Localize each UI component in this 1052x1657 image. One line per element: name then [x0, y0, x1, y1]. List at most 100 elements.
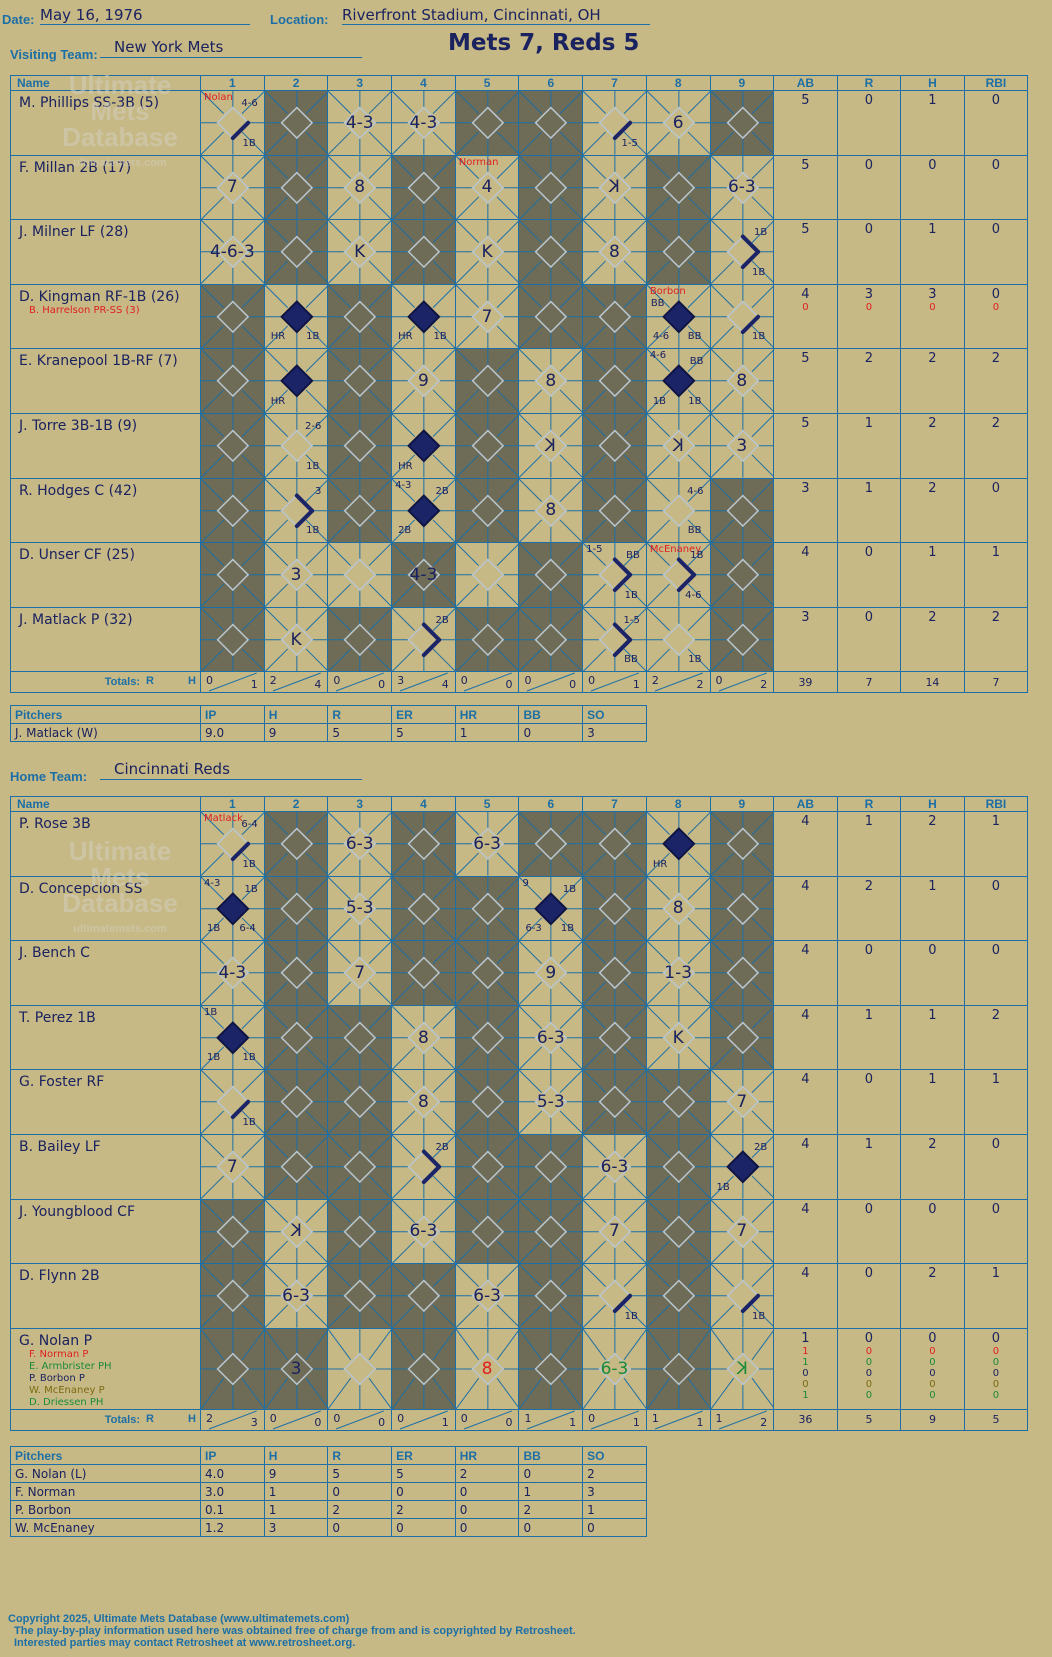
- stat-value: 0: [929, 1345, 936, 1357]
- inning-hits: 2: [760, 678, 768, 692]
- batter-stat: 0: [900, 154, 965, 221]
- at-bat-cell: [709, 875, 775, 942]
- diamond-icon: [392, 608, 455, 671]
- batter-name-cell: J. Milner LF (28): [10, 219, 201, 285]
- at-bat-note: 1B: [306, 460, 320, 472]
- inning-runs: 0: [588, 1411, 596, 1425]
- at-bat-cell: [454, 90, 520, 156]
- diamond-icon: [519, 349, 582, 413]
- at-bat-note: 1B: [207, 923, 221, 935]
- diamond-icon: [710, 1135, 773, 1199]
- inning-runs: 0: [397, 1411, 405, 1425]
- stat-value: 4: [801, 878, 810, 894]
- at-bat-cell: [327, 606, 393, 673]
- at-bat-cell: 1-5 BB 1B: [582, 542, 647, 608]
- at-bat-result: 8: [481, 1358, 493, 1379]
- diamond-icon: [456, 812, 518, 876]
- diamond-icon: [392, 1329, 455, 1409]
- pitcher-row: W. McEnaney 1.2 3 0 0 0 0 0: [10, 1518, 647, 1537]
- at-bat-note: 4-3: [395, 479, 412, 491]
- total-divider: [336, 1410, 385, 1430]
- at-bat-cell: HR 1B: [391, 283, 456, 350]
- name-column-header: Name: [10, 75, 201, 91]
- inning-hits: 0: [569, 678, 577, 692]
- at-bat-result: 8: [545, 500, 557, 521]
- batter-stat: 1: [963, 542, 1029, 608]
- at-bat-note: HR: [270, 395, 286, 407]
- at-bat-note: 1B: [753, 227, 768, 239]
- at-bat-cell: [263, 875, 329, 942]
- batter-name-cell: R. Hodges C (42): [10, 477, 201, 544]
- diamond-icon: [647, 941, 710, 1005]
- pitcher-name: G. Nolan (L): [10, 1464, 201, 1483]
- at-bat-result: 8: [672, 898, 684, 919]
- pitcher-stat: 5: [327, 723, 393, 742]
- diamond-icon: [456, 479, 518, 542]
- batter-name: M. Phillips SS-3B (5): [19, 95, 160, 111]
- at-bat-cell: [263, 1004, 329, 1071]
- diamond-icon: [456, 156, 518, 219]
- at-bat-cell: 2B: [391, 1133, 456, 1200]
- total-stat: 7: [963, 671, 1029, 694]
- visiting-team-name: New York Mets: [100, 38, 362, 58]
- at-bat-result: K: [481, 241, 493, 262]
- batter-stat: 2: [900, 412, 965, 479]
- location-label: Location:: [270, 12, 329, 27]
- name-column-header: Name: [10, 796, 201, 812]
- diamond-icon: [201, 91, 264, 155]
- at-bat-note: 1B: [306, 331, 320, 343]
- inning-runs: 3: [397, 674, 405, 688]
- diamond-icon: [328, 1006, 391, 1069]
- at-bat-result: 6-3: [727, 177, 756, 198]
- at-bat-cell: 4-3 1B 1B 6-4: [200, 875, 265, 942]
- at-bat-note: BB: [689, 356, 704, 368]
- inning-header: 5: [454, 796, 520, 812]
- pitchers-table: Pitchers IP H R ER HR BB SO G. Nolan (L) 4.0 9 5 5 2 0…: [10, 1446, 647, 1537]
- at-bat-result: K: [736, 1358, 748, 1379]
- home-team-name: Cincinnati Reds: [100, 760, 362, 780]
- at-bat-cell: [518, 606, 584, 673]
- pitcher-stat: 5: [327, 1464, 393, 1483]
- diamond-icon: [647, 285, 710, 348]
- batter-row: J. Torre 3B-1B (9) 2-6 1B HR K K 3 5 1 2 2: [10, 412, 1029, 479]
- diamond-icon: [583, 1200, 646, 1263]
- diamond-icon: [201, 543, 264, 607]
- at-bat-cell: 1B: [709, 283, 775, 350]
- batter-stat: 2: [963, 1004, 1029, 1071]
- scorecard-table: Name 1 2 3 4 5 6 7 8 9 AB R H RBI M. Phillips SS-3B (5…: [10, 75, 1029, 694]
- stat-value: 4: [801, 814, 810, 829]
- at-bat-result: 4: [481, 177, 493, 198]
- batter-name: E. Kranepool 1B-RF (7): [19, 353, 178, 370]
- stat-value: 0: [991, 943, 1001, 959]
- at-bat-cell: 6: [645, 90, 711, 156]
- batter-name: D. Unser CF (25): [19, 547, 135, 564]
- stat-value: 3: [864, 286, 874, 302]
- stat-value: 0: [991, 157, 1001, 173]
- at-bat-note: 1B: [244, 883, 258, 895]
- diamond-icon: [392, 285, 455, 348]
- batter-row: B. Bailey LF 7 2B 6-3 2B 1B 4 1 2 0: [10, 1133, 1029, 1200]
- diamond-icon: [201, 1135, 264, 1199]
- stat-value: 0: [991, 1330, 1001, 1346]
- batter-name: F. Millan 2B (17): [19, 159, 132, 176]
- pitcher-header-cell: HR: [454, 705, 520, 724]
- diamond-icon: [519, 1329, 582, 1409]
- inning-header: 3: [327, 796, 393, 812]
- substitute-name: B. Harrelson PR-SS (3): [29, 304, 140, 316]
- stat-value: 1: [801, 1330, 810, 1346]
- at-bat-cell: [327, 1069, 393, 1135]
- stat-header: H: [900, 75, 965, 91]
- inning-hits: 0: [378, 678, 386, 692]
- at-bat-cell: 9: [391, 348, 456, 414]
- at-bat-cell: [327, 348, 393, 414]
- total-stat: 39: [773, 671, 838, 694]
- batter-stat: 0: [836, 219, 902, 285]
- diamond-icon: [647, 91, 710, 155]
- stat-header: R: [836, 796, 902, 812]
- diamond-icon: [392, 812, 455, 876]
- date-label: Date:: [2, 12, 35, 27]
- diamond-icon: [710, 941, 773, 1005]
- pitcher-stat: 2: [518, 1500, 584, 1519]
- diamond-icon: [392, 941, 455, 1005]
